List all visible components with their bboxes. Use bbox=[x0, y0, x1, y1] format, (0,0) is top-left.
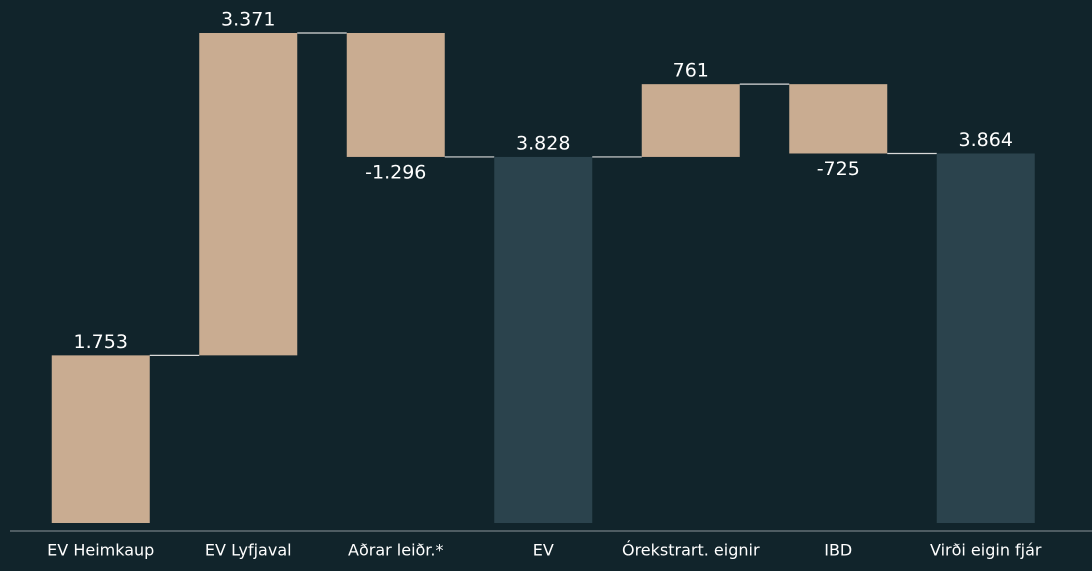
x-tick-label: EV Lyfjaval bbox=[205, 541, 292, 560]
total-bar bbox=[494, 156, 593, 523]
x-tick-label: IBD bbox=[824, 541, 852, 560]
value-label: -725 bbox=[817, 158, 860, 180]
x-tick-label: Aðrar leiðr.* bbox=[348, 541, 444, 560]
bar bbox=[199, 33, 298, 356]
value-label: -1.296 bbox=[365, 161, 426, 183]
bar bbox=[641, 84, 740, 157]
x-tick-label: Órekstrart. eignir bbox=[622, 541, 760, 560]
value-label: 3.828 bbox=[516, 132, 570, 154]
value-label: 3.864 bbox=[959, 129, 1013, 151]
value-label: 761 bbox=[673, 60, 709, 82]
x-tick-label: EV Heimkaup bbox=[47, 541, 154, 560]
bar bbox=[51, 355, 150, 523]
value-label: 1.753 bbox=[74, 331, 128, 353]
bar bbox=[789, 84, 888, 154]
total-bar bbox=[936, 153, 1035, 523]
bar bbox=[346, 33, 445, 157]
x-tick-label: EV bbox=[533, 541, 554, 560]
x-tick-label: Virði eigin fjár bbox=[930, 541, 1042, 560]
value-label: 3.371 bbox=[221, 9, 275, 31]
